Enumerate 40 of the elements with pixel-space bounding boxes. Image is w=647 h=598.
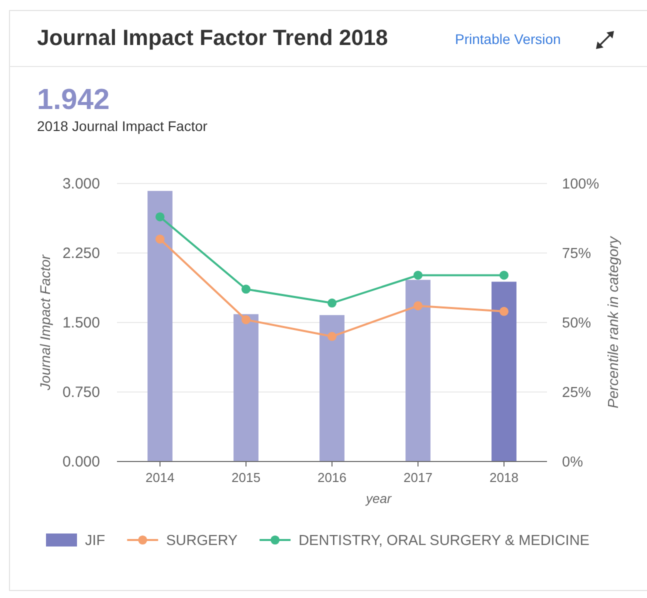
point	[413, 270, 423, 280]
point	[241, 315, 251, 324]
point	[155, 212, 165, 222]
y2-axis-title: Percentile rank in category	[606, 236, 622, 408]
x-tick-label: 2017	[404, 470, 432, 485]
text: 2018 Journal Impact Factor	[37, 118, 208, 134]
legend-label: SURGERY	[166, 533, 238, 549]
bar	[234, 314, 258, 462]
x-tick-label: 2016	[318, 470, 346, 485]
x-axis-title: year	[365, 491, 392, 506]
point	[413, 301, 423, 310]
point	[155, 234, 165, 244]
legend-label: JIF	[85, 533, 106, 549]
y2-tick-label: 75%	[562, 246, 592, 262]
y2-tick-label: 100%	[562, 176, 600, 192]
y-tick-label: 0.000	[62, 454, 100, 470]
bar	[406, 280, 430, 462]
point	[241, 284, 251, 294]
y-tick-label: 0.750	[62, 384, 100, 401]
text: Printable Version	[455, 31, 561, 47]
bar	[492, 282, 516, 462]
bar	[148, 190, 172, 462]
bar	[320, 315, 344, 462]
x-tick-label: 2015	[232, 470, 260, 485]
legend-label: DENTISTRY, ORAL SURGERY & MEDICINE	[298, 533, 590, 549]
y-tick-label: 1.500	[62, 314, 100, 332]
x-tick-label: 2014	[146, 470, 174, 485]
y-tick-label: 3.000	[62, 176, 100, 192]
y-tick-label: 2.250	[62, 245, 100, 262]
point	[327, 298, 337, 308]
text: 1.942	[37, 84, 110, 116]
y2-tick-label: 0%	[562, 454, 584, 470]
point	[327, 332, 337, 341]
y2-tick-label: 25%	[562, 385, 592, 401]
y-axis-title: Journal Impact Factor	[37, 253, 53, 392]
chart-title: Journal Impact Factor Trend 2018	[37, 25, 388, 50]
point	[499, 306, 509, 316]
x-tick-label: 2018	[490, 470, 518, 485]
y2-tick-label: 50%	[562, 316, 592, 332]
point	[499, 270, 509, 280]
